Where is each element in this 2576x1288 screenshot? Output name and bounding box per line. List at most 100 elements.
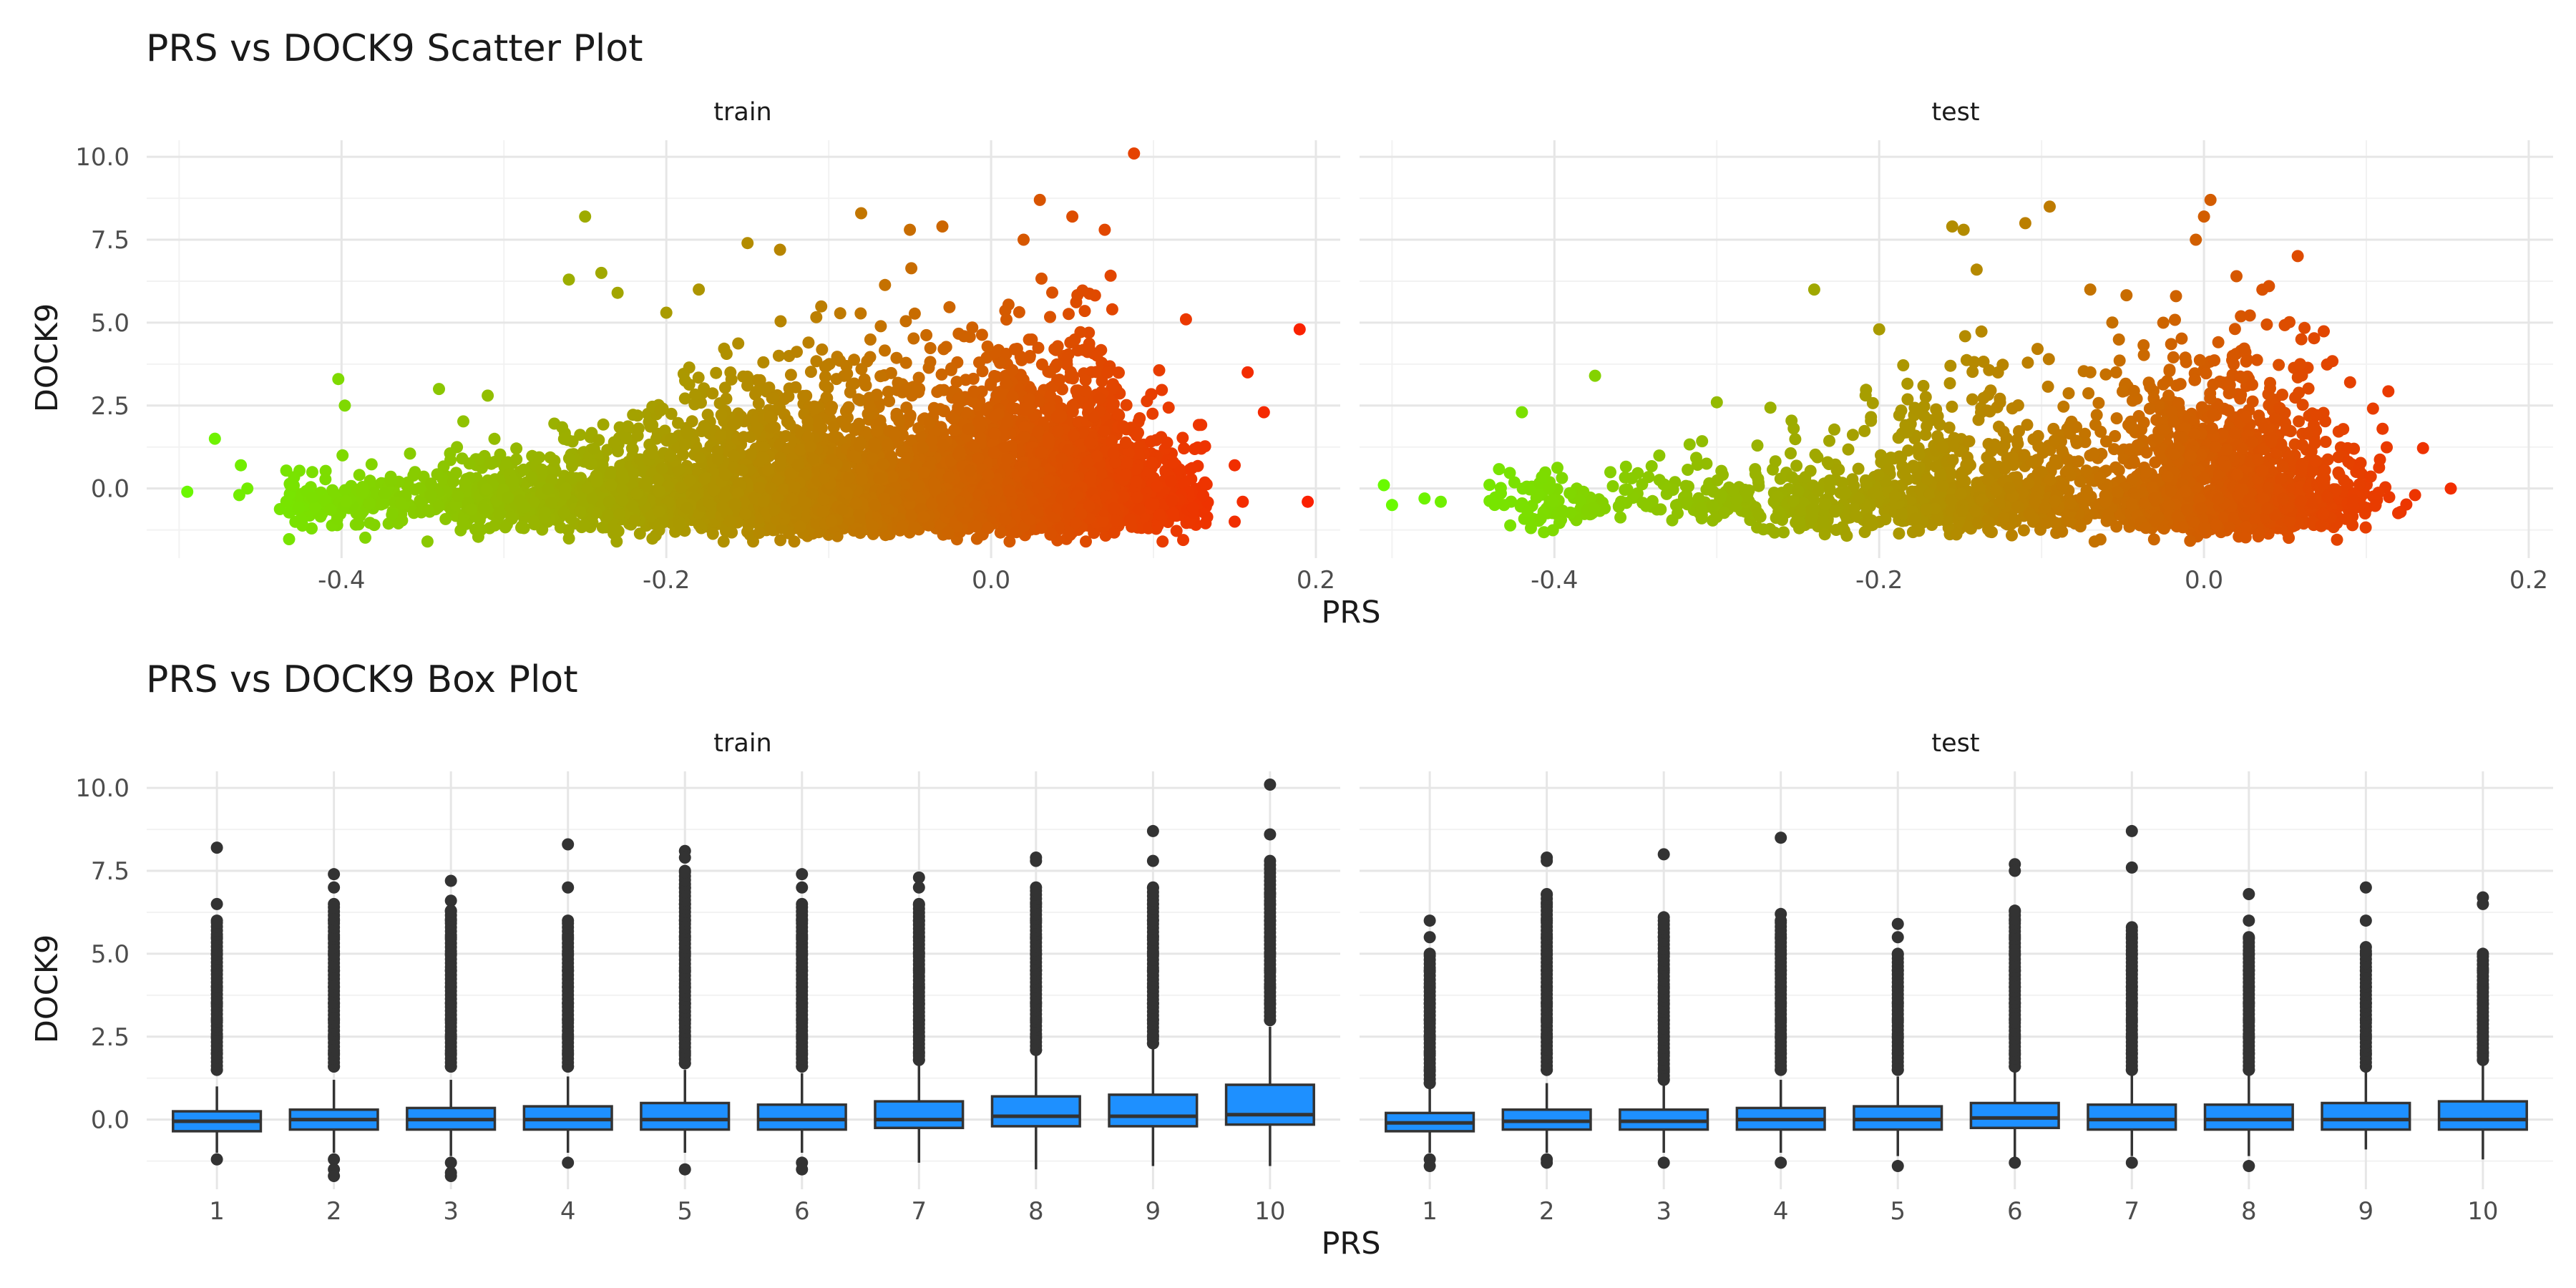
scatter-point [1006, 401, 1019, 414]
scatter-point [359, 531, 371, 544]
scatter-point [1199, 517, 1212, 530]
scatter-point [1199, 440, 1211, 453]
scatter-point [1106, 434, 1118, 447]
y-tick-label: 10.0 [75, 143, 130, 172]
scatter-point [840, 420, 852, 433]
scatter-point [717, 535, 730, 548]
scatter-point [484, 457, 497, 470]
scatter-point [1063, 308, 1075, 321]
scatter-point [751, 422, 763, 434]
scatter-point [874, 320, 887, 333]
scatter-point [706, 527, 719, 540]
scatter-point [943, 301, 956, 313]
scatter-point [1056, 383, 1068, 396]
scatter-point [1153, 364, 1166, 376]
scatter-point [816, 343, 829, 356]
scatter-point [556, 421, 569, 434]
scatter-point [439, 512, 452, 525]
scatter-point [548, 454, 561, 467]
scatter-point [488, 432, 501, 445]
scatter-point [732, 337, 745, 350]
scatter-point [365, 458, 378, 471]
scatter-point [966, 321, 979, 334]
scatter-point [622, 420, 635, 433]
scatter-point [457, 415, 469, 428]
scatter-point [1000, 377, 1013, 390]
scatter-point [1078, 305, 1091, 318]
scatter-point [1156, 535, 1169, 548]
scatter-point [632, 422, 645, 435]
y-tick-label: 2.5 [91, 392, 130, 421]
scatter-point [831, 351, 844, 364]
scatter-point [644, 420, 657, 433]
scatter-point [718, 381, 731, 394]
scatter-point [912, 371, 925, 384]
scatter-point [804, 366, 817, 379]
scatter-point [854, 307, 867, 320]
scatter-point [975, 328, 988, 341]
scatter-point [934, 384, 947, 396]
scatter-point [683, 361, 696, 374]
scatter-point [1195, 419, 1208, 431]
scatter-point [852, 393, 865, 406]
scatter-point [353, 469, 366, 482]
scatter-point [923, 416, 936, 429]
scatter-point [766, 392, 779, 405]
scatter-point [1000, 313, 1013, 326]
scatter-point [596, 521, 609, 534]
x-tick-label: -0.2 [643, 566, 690, 595]
scatter-point [459, 477, 471, 489]
scatter-point [688, 398, 701, 411]
scatter-point [879, 344, 891, 357]
y-tick-label: 0.0 [91, 475, 130, 504]
scatter-point [463, 457, 476, 470]
scatter-point [826, 401, 839, 413]
scatter-point [922, 361, 935, 374]
scatter-point [724, 366, 737, 379]
scatter-point [741, 379, 753, 392]
scatter-point [810, 311, 823, 323]
scatter-point [679, 374, 691, 387]
scatter-point [392, 517, 405, 530]
scatter-point [510, 453, 523, 466]
scatter-point [565, 472, 577, 484]
scatter-point [1162, 401, 1175, 414]
scatter-point [562, 452, 575, 465]
scatter-point [973, 356, 985, 369]
scatter-x-axis-title: PRS [1321, 595, 1380, 630]
scatter-point [945, 362, 957, 375]
scatter-point [1104, 269, 1117, 282]
scatter-point [1002, 298, 1015, 311]
scatter-point [306, 522, 318, 535]
scatter-point [940, 341, 952, 353]
scatter-point [757, 356, 770, 369]
scatter-point [1176, 431, 1189, 444]
scatter-point [608, 436, 620, 449]
scatter-point [510, 442, 523, 455]
scatter-point [908, 521, 921, 534]
scatter-panel-train: -0.4 -0.2 0.0 0.20.02.55.07.510.0 [75, 140, 1340, 595]
scatter-point [706, 387, 719, 400]
scatter-plot-title: PRS vs DOCK9 Scatter Plot [146, 27, 643, 70]
scatter-point [686, 415, 698, 428]
scatter-point [908, 307, 921, 320]
scatter-point [1117, 420, 1130, 433]
scatter-point [907, 332, 920, 345]
scatter-point [1013, 306, 1025, 318]
x-tick-label: 0.0 [972, 566, 1010, 595]
scatter-point [1062, 348, 1075, 361]
scatter-point [574, 429, 587, 441]
scatter-point [605, 468, 617, 481]
scatter-point [905, 262, 918, 275]
scatter-point [562, 532, 575, 545]
scatter-point [625, 442, 638, 454]
scatter-point [884, 366, 897, 379]
scatter-point [815, 300, 828, 313]
scatter-y-axis-title: DOCK9 [29, 303, 65, 413]
scatter-point [864, 333, 877, 346]
scatter-point [710, 366, 723, 379]
scatter-point [1080, 535, 1092, 548]
scatter-point [404, 447, 416, 460]
scatter-point [283, 533, 296, 545]
y-tick-label: 5.0 [91, 309, 130, 338]
